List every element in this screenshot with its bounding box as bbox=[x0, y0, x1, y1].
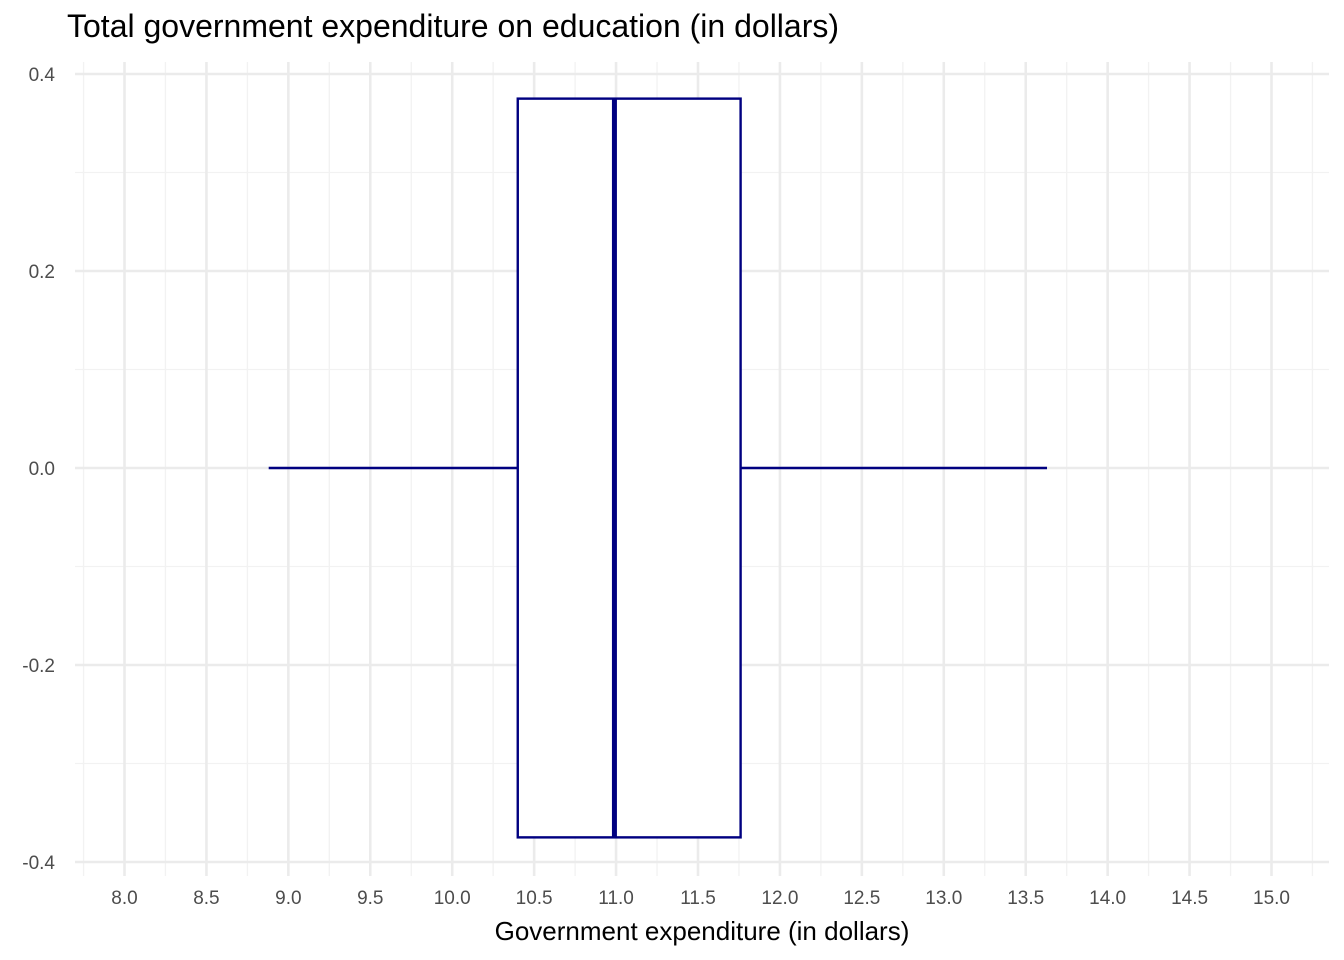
x-tick-label: 12.0 bbox=[761, 888, 798, 909]
y-tick-label: -0.2 bbox=[22, 656, 55, 677]
x-tick-label: 13.5 bbox=[1007, 888, 1044, 909]
interquartile-box bbox=[516, 97, 742, 839]
y-axis-tick-labels: 0.4 0.2 0.0 -0.2 -0.4 bbox=[22, 65, 55, 874]
x-axis-tick-labels: 8.0 8.5 9.0 9.5 10.0 10.5 11.0 11.5 12.0 12.5 13.0… bbox=[111, 888, 1290, 909]
x-axis-title: Government expenditure (in dollars) bbox=[495, 916, 910, 946]
chart-title: Total government expenditure on educatio… bbox=[67, 8, 840, 44]
x-tick-label: 8.0 bbox=[111, 888, 137, 909]
x-tick-label: 10.5 bbox=[516, 888, 553, 909]
x-tick-label: 10.0 bbox=[434, 888, 471, 909]
y-tick-label: 0.2 bbox=[29, 262, 55, 283]
x-tick-label: 13.0 bbox=[925, 888, 962, 909]
boxplot bbox=[268, 97, 1048, 839]
x-tick-label: 8.5 bbox=[193, 888, 219, 909]
y-tick-label: -0.4 bbox=[22, 853, 55, 874]
x-tick-label: 14.5 bbox=[1171, 888, 1208, 909]
x-tick-label: 12.5 bbox=[843, 888, 880, 909]
x-tick-label: 9.5 bbox=[357, 888, 383, 909]
x-tick-label: 14.0 bbox=[1089, 888, 1126, 909]
y-tick-label: 0.0 bbox=[29, 459, 55, 480]
x-tick-label: 15.0 bbox=[1253, 888, 1290, 909]
x-tick-label: 11.0 bbox=[598, 888, 634, 909]
x-tick-label: 9.0 bbox=[275, 888, 301, 909]
y-tick-label: 0.4 bbox=[29, 65, 56, 86]
x-tick-label: 11.5 bbox=[680, 888, 716, 909]
